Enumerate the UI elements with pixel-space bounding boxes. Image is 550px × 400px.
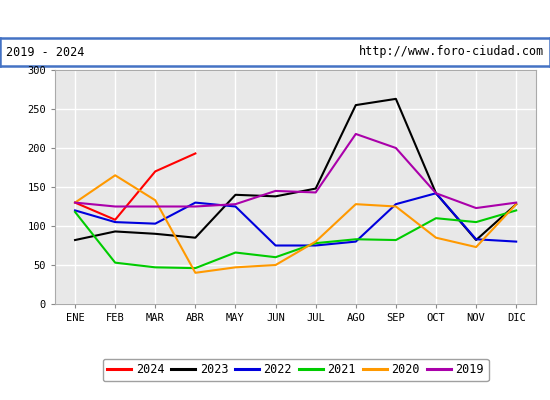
Text: Evolucion Nº Turistas Extranjeros en el municipio de Villanueva de Córdoba: Evolucion Nº Turistas Extranjeros en el … <box>0 12 550 26</box>
Text: 2019 - 2024: 2019 - 2024 <box>6 46 84 58</box>
Legend: 2024, 2023, 2022, 2021, 2020, 2019: 2024, 2023, 2022, 2021, 2020, 2019 <box>103 359 488 381</box>
Text: http://www.foro-ciudad.com: http://www.foro-ciudad.com <box>359 46 544 58</box>
